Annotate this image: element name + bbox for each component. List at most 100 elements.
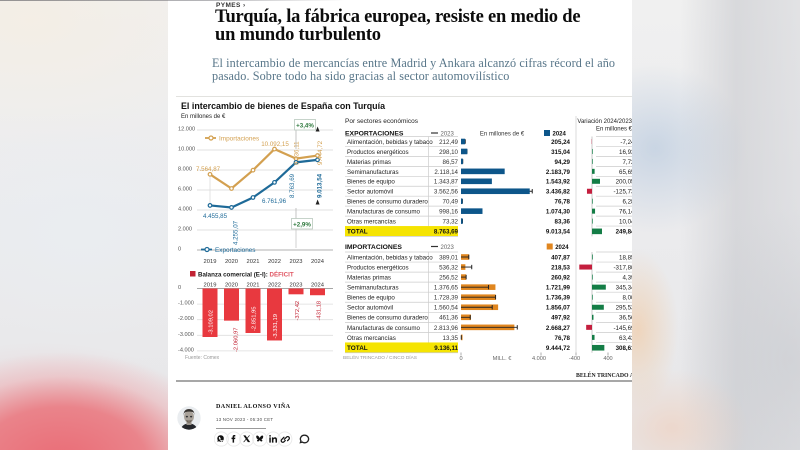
svg-text:Alimentación, bebidas y tabaco: Alimentación, bebidas y tabaco: [347, 139, 433, 146]
svg-text:En millones de €: En millones de €: [480, 132, 525, 138]
svg-text:200,05: 200,05: [616, 179, 632, 186]
svg-text:73,32: 73,32: [443, 219, 459, 226]
svg-text:256,52: 256,52: [439, 275, 458, 282]
svg-text:0: 0: [178, 247, 181, 253]
svg-text:212,49: 212,49: [439, 139, 458, 146]
svg-text:-3.331,19: -3.331,19: [273, 314, 279, 339]
svg-text:10.000: 10.000: [178, 147, 195, 153]
svg-text:1.560,54: 1.560,54: [434, 305, 459, 312]
svg-text:Productos energéticos: Productos energéticos: [347, 264, 409, 271]
svg-text:2021: 2021: [247, 259, 260, 265]
svg-text:Semimanufacturas: Semimanufacturas: [347, 169, 399, 176]
svg-text:0: 0: [459, 356, 462, 362]
svg-text:TOTAL: TOTAL: [347, 229, 368, 236]
svg-text:TOTAL: TOTAL: [347, 345, 368, 352]
svg-text:249,84: 249,84: [616, 229, 632, 236]
svg-text:9.136,11: 9.136,11: [434, 345, 458, 352]
svg-text:998,16: 998,16: [439, 209, 458, 216]
svg-text:2024: 2024: [553, 132, 567, 138]
svg-text:-372,42: -372,42: [295, 301, 301, 321]
svg-text:Bienes de equipo: Bienes de equipo: [347, 295, 395, 302]
svg-text:497,92: 497,92: [551, 315, 570, 322]
svg-text:MILL. €: MILL. €: [493, 356, 513, 362]
svg-text:7,72: 7,72: [622, 159, 632, 166]
svg-text:Manufacturas de consumo: Manufacturas de consumo: [347, 325, 420, 332]
svg-text:205,24: 205,24: [551, 139, 570, 146]
svg-text:260,92: 260,92: [551, 275, 570, 282]
svg-text:3.562,56: 3.562,56: [434, 189, 459, 196]
svg-text:345,34: 345,34: [616, 285, 632, 292]
svg-text:-125,73: -125,73: [614, 189, 633, 196]
svg-text:0: 0: [178, 285, 181, 291]
svg-text:BELÉN TRINCADO AZN: BELÉN TRINCADO AZN: [576, 371, 632, 379]
svg-text:-431,18: -431,18: [317, 301, 323, 321]
svg-text:-2.060,97: -2.060,97: [234, 328, 240, 353]
svg-text:Semimanufacturas: Semimanufacturas: [347, 285, 399, 292]
svg-text:Fuente: Comex: Fuente: Comex: [185, 355, 220, 361]
svg-text:86,57: 86,57: [443, 159, 459, 166]
svg-text:BELÉN TRINCADO / CINCO DÍAS: BELÉN TRINCADO / CINCO DÍAS: [343, 354, 417, 361]
svg-text:2023: 2023: [290, 283, 303, 289]
svg-text:2024: 2024: [311, 259, 325, 265]
svg-text:2023: 2023: [441, 245, 455, 251]
svg-text:2022: 2022: [268, 283, 281, 289]
svg-text:407,87: 407,87: [551, 254, 570, 261]
svg-text:-2.851,95: -2.851,95: [252, 307, 258, 332]
svg-text:Variación 2024/2023: Variación 2024/2023: [577, 119, 632, 125]
svg-text:-7,24: -7,24: [620, 139, 632, 146]
svg-text:El intercambio de bienes de Es: El intercambio de bienes de España con T…: [181, 101, 385, 111]
svg-text:2.813,96: 2.813,96: [434, 325, 459, 332]
svg-text:1.543,92: 1.543,92: [546, 179, 571, 186]
svg-text:Productos energéticos: Productos energéticos: [347, 149, 409, 156]
svg-text:2024: 2024: [555, 245, 569, 251]
svg-text:8.000: 8.000: [178, 167, 192, 173]
svg-text:9.136,11: 9.136,11: [294, 141, 301, 165]
svg-text:2019: 2019: [204, 283, 217, 289]
svg-text:8.763,69: 8.763,69: [434, 229, 459, 236]
svg-text:10.092,15: 10.092,15: [261, 141, 289, 148]
svg-text:IMPORTACIONES: IMPORTACIONES: [345, 244, 402, 251]
svg-text:8,00: 8,00: [622, 295, 632, 302]
svg-text:1.074,30: 1.074,30: [546, 209, 571, 216]
svg-text:Alimentación, bebidas y tabaco: Alimentación, bebidas y tabaco: [347, 254, 433, 261]
svg-text:4.000: 4.000: [532, 356, 546, 362]
svg-text:2024: 2024: [311, 283, 325, 289]
svg-text:1.736,39: 1.736,39: [546, 295, 571, 302]
svg-text:12.000: 12.000: [178, 127, 195, 133]
svg-text:Manufacturas de consumo: Manufacturas de consumo: [347, 209, 420, 216]
svg-text:4.255,07: 4.255,07: [233, 220, 240, 245]
svg-text:Sector automóvil: Sector automóvil: [347, 189, 393, 196]
svg-text:10,04: 10,04: [619, 219, 632, 226]
svg-text:308,61: 308,61: [616, 345, 632, 352]
svg-text:461,36: 461,36: [439, 315, 458, 322]
svg-text:63,43: 63,43: [619, 335, 632, 342]
svg-text:2022: 2022: [268, 259, 281, 265]
svg-text:+2,9%: +2,9%: [293, 222, 311, 229]
svg-text:-1.000: -1.000: [178, 301, 194, 307]
svg-text:9.013,54: 9.013,54: [546, 229, 571, 236]
svg-text:Bienes de consumo duradero: Bienes de consumo duradero: [347, 199, 428, 206]
svg-text:18,85: 18,85: [619, 254, 632, 261]
svg-text:6.761,96: 6.761,96: [262, 198, 287, 205]
svg-text:6.000: 6.000: [178, 187, 192, 193]
svg-text:2019: 2019: [204, 259, 217, 265]
svg-text:Materias primas: Materias primas: [347, 159, 391, 166]
svg-text:En millones €: En millones €: [596, 127, 632, 133]
svg-text:4,39: 4,39: [622, 275, 632, 282]
svg-text:1.856,07: 1.856,07: [546, 305, 571, 312]
svg-text:Bienes de consumo duradero: Bienes de consumo duradero: [347, 315, 428, 322]
svg-text:2.668,27: 2.668,27: [546, 325, 571, 332]
svg-text:7.564,87: 7.564,87: [196, 166, 221, 173]
svg-text:36,56: 36,56: [619, 315, 632, 322]
svg-text:9.013,54: 9.013,54: [317, 173, 324, 198]
svg-text:8.763,69: 8.763,69: [289, 173, 296, 198]
svg-text:En millones de €: En millones de €: [181, 114, 226, 120]
svg-text:76,78: 76,78: [555, 335, 571, 342]
svg-text:2020: 2020: [225, 259, 238, 265]
svg-text:2023: 2023: [290, 259, 303, 265]
svg-text:2.183,79: 2.183,79: [546, 169, 571, 176]
svg-text:Por sectores económicos: Por sectores económicos: [345, 118, 419, 125]
svg-text:76,78: 76,78: [555, 199, 571, 206]
svg-text:Otras mercancías: Otras mercancías: [347, 335, 396, 342]
svg-text:-2.000: -2.000: [178, 316, 194, 322]
